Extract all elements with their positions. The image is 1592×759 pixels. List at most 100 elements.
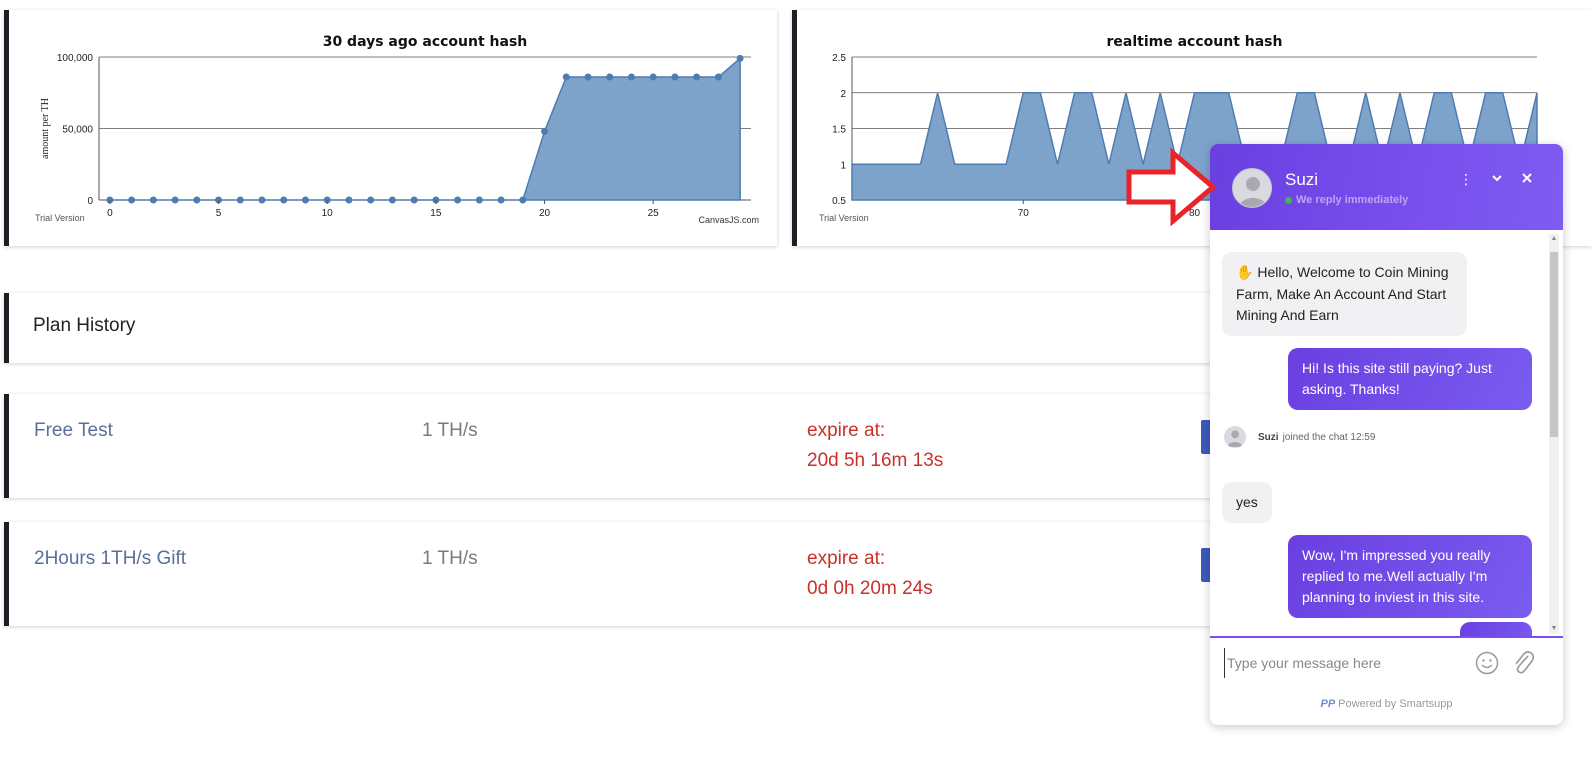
waving-hand-icon: ✋ [1236, 265, 1254, 281]
powered-by[interactable]: PP Powered by Smartsupp [1210, 698, 1563, 710]
x-tick-label: 70 [1018, 208, 1030, 219]
y-tick-label: 50,000 [62, 125, 93, 136]
chat-message-agent: ✋ Hello, Welcome to Coin Mining Farm, Ma… [1222, 252, 1467, 336]
chat-message-user: Hi! Is this site still paying? Just aski… [1288, 348, 1532, 410]
red-arrow-annotation [1126, 148, 1217, 226]
data-point [236, 196, 244, 204]
paperclip-icon[interactable] [1510, 648, 1536, 678]
data-point [301, 196, 309, 204]
data-point [519, 196, 527, 204]
joined-text: joined the chat 12:59 [1282, 431, 1376, 443]
data-point [736, 54, 744, 62]
data-point [606, 73, 614, 81]
x-tick-label: 15 [430, 208, 442, 219]
plan-row: Free Test 1 TH/s expire at: 20d 5h 16m 1… [4, 394, 1231, 498]
y-tick-label: 2 [840, 89, 846, 100]
welcome-message-text: Hello, Welcome to Coin Mining Farm, Make… [1236, 264, 1449, 323]
trial-version-watermark: Trial Version [819, 213, 869, 223]
chevron-down-icon[interactable] [1487, 170, 1507, 190]
plan-history-card: Plan History [4, 293, 1214, 363]
plan-row: 2Hours 1TH/s Gift 1 TH/s expire at: 0d 0… [4, 522, 1231, 626]
data-point [171, 196, 179, 204]
data-point [454, 196, 462, 204]
chat-status-text: We reply immediately [1296, 194, 1409, 206]
chat-scrollbar[interactable]: ▲ ▼ [1549, 234, 1559, 634]
data-point [649, 73, 657, 81]
x-tick-label: 80 [1189, 208, 1201, 219]
agent-joined-notice: Suzi joined the chat 12:59 [1224, 426, 1375, 448]
data-point [475, 196, 483, 204]
plan-name: 2Hours 1TH/s Gift [34, 548, 187, 569]
data-point [193, 196, 201, 204]
data-point [258, 196, 266, 204]
y-tick-label: 0.5 [832, 196, 846, 207]
avatar-person-icon [1227, 430, 1243, 447]
data-point [693, 73, 701, 81]
y-axis-label: amount per TH [40, 98, 51, 159]
data-point [410, 196, 418, 204]
agent-mini-avatar [1224, 426, 1246, 448]
scroll-up-icon[interactable]: ▲ [1550, 235, 1558, 242]
chat-message-agent: yes [1222, 482, 1272, 523]
x-tick-label: 20 [539, 208, 551, 219]
plan-expire-countdown: 0d 0h 20m 24s [807, 578, 933, 599]
avatar-person-icon [1239, 177, 1267, 207]
data-point [497, 196, 505, 204]
canvasjs-credit: CanvasJS.com [698, 215, 759, 225]
data-point [367, 196, 375, 204]
agent-avatar [1232, 168, 1272, 208]
data-point [627, 73, 635, 81]
chat-messages[interactable]: ✋ Hello, Welcome to Coin Mining Farm, Ma… [1210, 230, 1563, 636]
more-vertical-icon[interactable]: ⋮ [1456, 170, 1476, 190]
chat-header: Suzi We reply immediately ⋮ [1210, 144, 1563, 230]
data-point [584, 73, 592, 81]
data-point [149, 196, 157, 204]
x-tick-label: 5 [216, 208, 222, 219]
chart-title: 30 days ago account hash [323, 34, 528, 50]
chat-widget: Suzi We reply immediately ⋮ ✋ Hello, Wel… [1210, 144, 1563, 725]
trial-version-watermark: Trial Version [35, 213, 85, 223]
smartsupp-logo: PP [1320, 698, 1336, 710]
chart-title: realtime account hash [1107, 34, 1283, 50]
scrollbar-thumb[interactable] [1550, 252, 1558, 437]
data-point [714, 73, 722, 81]
chat-status: We reply immediately [1285, 194, 1408, 206]
data-point [128, 196, 136, 204]
data-point [671, 73, 679, 81]
y-tick-label: 1.5 [832, 125, 846, 136]
plan-history-title: Plan History [33, 315, 136, 336]
plan-speed: 1 TH/s [422, 548, 478, 569]
close-icon[interactable] [1517, 170, 1537, 190]
chat-message-user: Wow, I'm impressed you really replied to… [1288, 535, 1532, 618]
plan-name: Free Test [34, 420, 113, 441]
smiley-icon[interactable] [1474, 650, 1500, 676]
x-tick-label: 10 [322, 208, 334, 219]
chat-message-user [1460, 622, 1532, 636]
data-point [541, 127, 549, 135]
y-tick-label: 100,000 [57, 53, 94, 64]
chat-composer [1210, 636, 1563, 686]
y-tick-label: 1 [840, 160, 846, 171]
data-point [345, 196, 353, 204]
chat-agent-name: Suzi [1285, 170, 1319, 189]
y-tick-label: 2.5 [832, 53, 846, 64]
chart-30-days-account-hash: 30 days ago account hash 100,000 50,000 0 0 5… [35, 34, 759, 225]
online-dot-icon [1285, 196, 1292, 204]
powered-by-text: Powered by Smartsupp [1338, 698, 1453, 710]
data-point [562, 73, 570, 81]
area-series [109, 56, 741, 201]
data-point [280, 196, 288, 204]
plan-expire-countdown: 20d 5h 16m 13s [807, 450, 944, 471]
x-tick-label: 25 [648, 208, 660, 219]
plan-speed: 1 TH/s [422, 420, 478, 441]
joined-agent-name: Suzi [1258, 431, 1279, 443]
plan-expire-label: expire at: [807, 420, 886, 441]
chart-card-30-days: 30 days ago account hash 100,000 50,000 0 0 5… [4, 10, 777, 246]
x-tick-label: 0 [107, 208, 113, 219]
data-point [388, 196, 396, 204]
plan-expire-label: expire at: [807, 548, 886, 569]
chat-message-input[interactable] [1224, 648, 1474, 678]
scroll-down-icon[interactable]: ▼ [1550, 625, 1558, 632]
y-tick-label: 0 [87, 196, 93, 207]
